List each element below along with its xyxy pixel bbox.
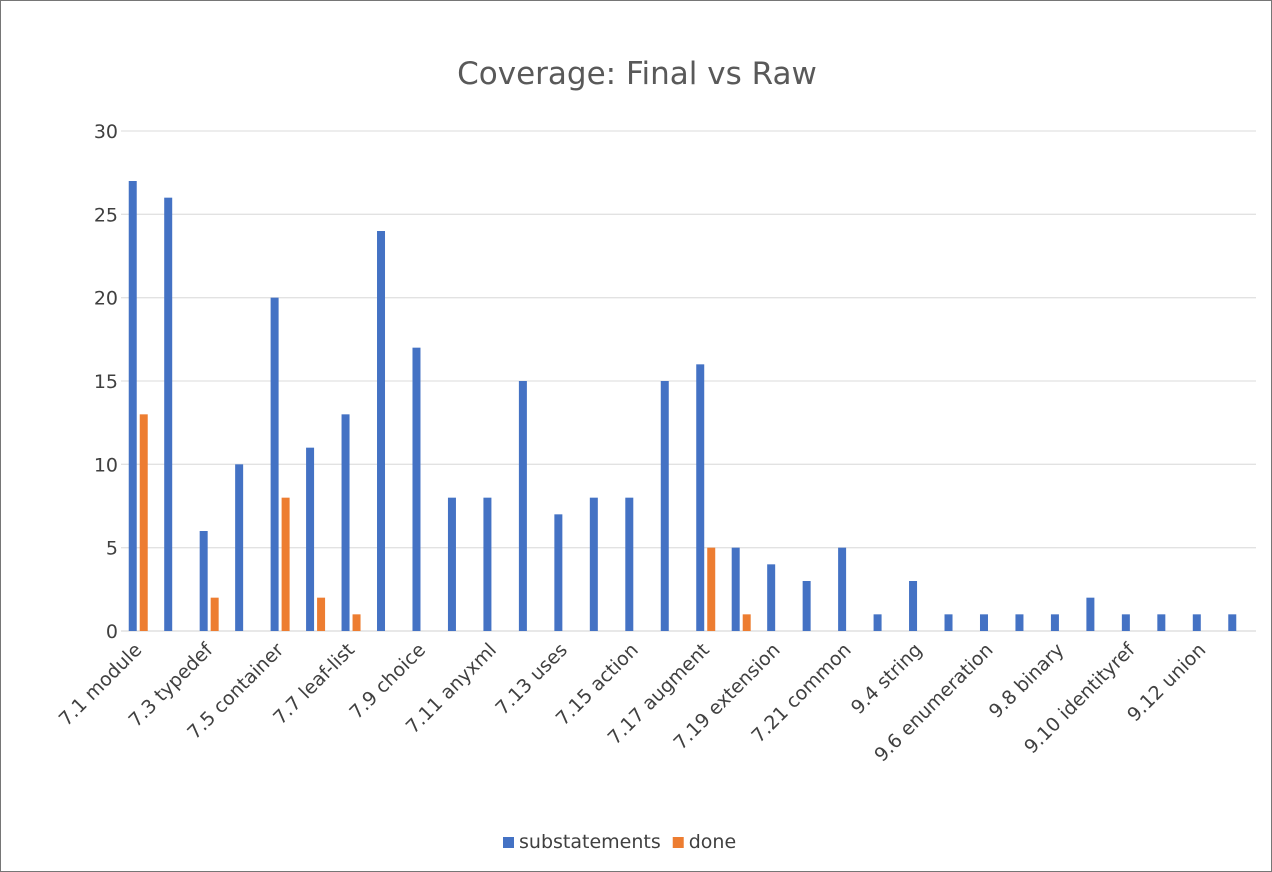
bar-substatements xyxy=(874,614,882,631)
bar-substatements xyxy=(696,364,704,631)
bar-substatements xyxy=(554,514,562,631)
bar-substatements xyxy=(732,548,740,631)
bar-done xyxy=(211,598,219,631)
bar-substatements xyxy=(803,581,811,631)
bar-substatements xyxy=(838,548,846,631)
y-tick-label: 15 xyxy=(94,371,118,393)
bar-substatements xyxy=(200,531,208,631)
bar-substatements xyxy=(1193,614,1201,631)
bar-substatements xyxy=(1015,614,1023,631)
bar-substatements xyxy=(1157,614,1165,631)
bar-substatements xyxy=(271,298,279,631)
y-tick-label: 20 xyxy=(94,288,118,310)
bar-substatements xyxy=(129,181,137,631)
bars xyxy=(129,181,1237,631)
bar-substatements xyxy=(767,564,775,631)
bar-substatements xyxy=(377,231,385,631)
bar-substatements xyxy=(235,464,243,631)
y-tick-label: 5 xyxy=(106,538,118,560)
legend-swatch-done xyxy=(673,837,684,848)
bar-substatements xyxy=(945,614,953,631)
bar-done xyxy=(140,414,148,631)
bar-done xyxy=(707,548,715,631)
gridlines xyxy=(121,131,1256,631)
y-tick-label: 10 xyxy=(94,454,118,476)
bar-substatements xyxy=(661,381,669,631)
bar-done xyxy=(282,498,290,631)
y-axis-ticks: 0 5 10 15 20 25 30 xyxy=(94,121,118,643)
bar-substatements xyxy=(1086,598,1094,631)
bar-substatements xyxy=(1122,614,1130,631)
legend-label-done: done xyxy=(689,831,736,853)
legend-label-substatements: substatements xyxy=(519,831,661,853)
bar-substatements xyxy=(909,581,917,631)
bar-done xyxy=(317,598,325,631)
x-tick-label: 9.6 enumeration xyxy=(870,639,997,766)
bar-substatements xyxy=(448,498,456,631)
bar-substatements xyxy=(412,348,420,631)
y-tick-label: 25 xyxy=(94,204,118,226)
bar-substatements xyxy=(519,381,527,631)
bar-substatements xyxy=(1051,614,1059,631)
y-tick-label: 30 xyxy=(94,121,118,143)
chart-title: Coverage: Final vs Raw xyxy=(457,56,817,92)
y-tick-label: 0 xyxy=(106,621,118,643)
bar-done xyxy=(353,614,361,631)
bar-substatements xyxy=(483,498,491,631)
legend-swatch-substatements xyxy=(503,837,514,848)
legend: substatements done xyxy=(503,831,736,853)
bar-done xyxy=(743,614,751,631)
bar-substatements xyxy=(306,448,314,631)
bar-substatements xyxy=(980,614,988,631)
bar-substatements xyxy=(164,198,172,631)
bar-substatements xyxy=(1228,614,1236,631)
bar-substatements xyxy=(590,498,598,631)
bar-substatements xyxy=(625,498,633,631)
bar-substatements xyxy=(342,414,350,631)
